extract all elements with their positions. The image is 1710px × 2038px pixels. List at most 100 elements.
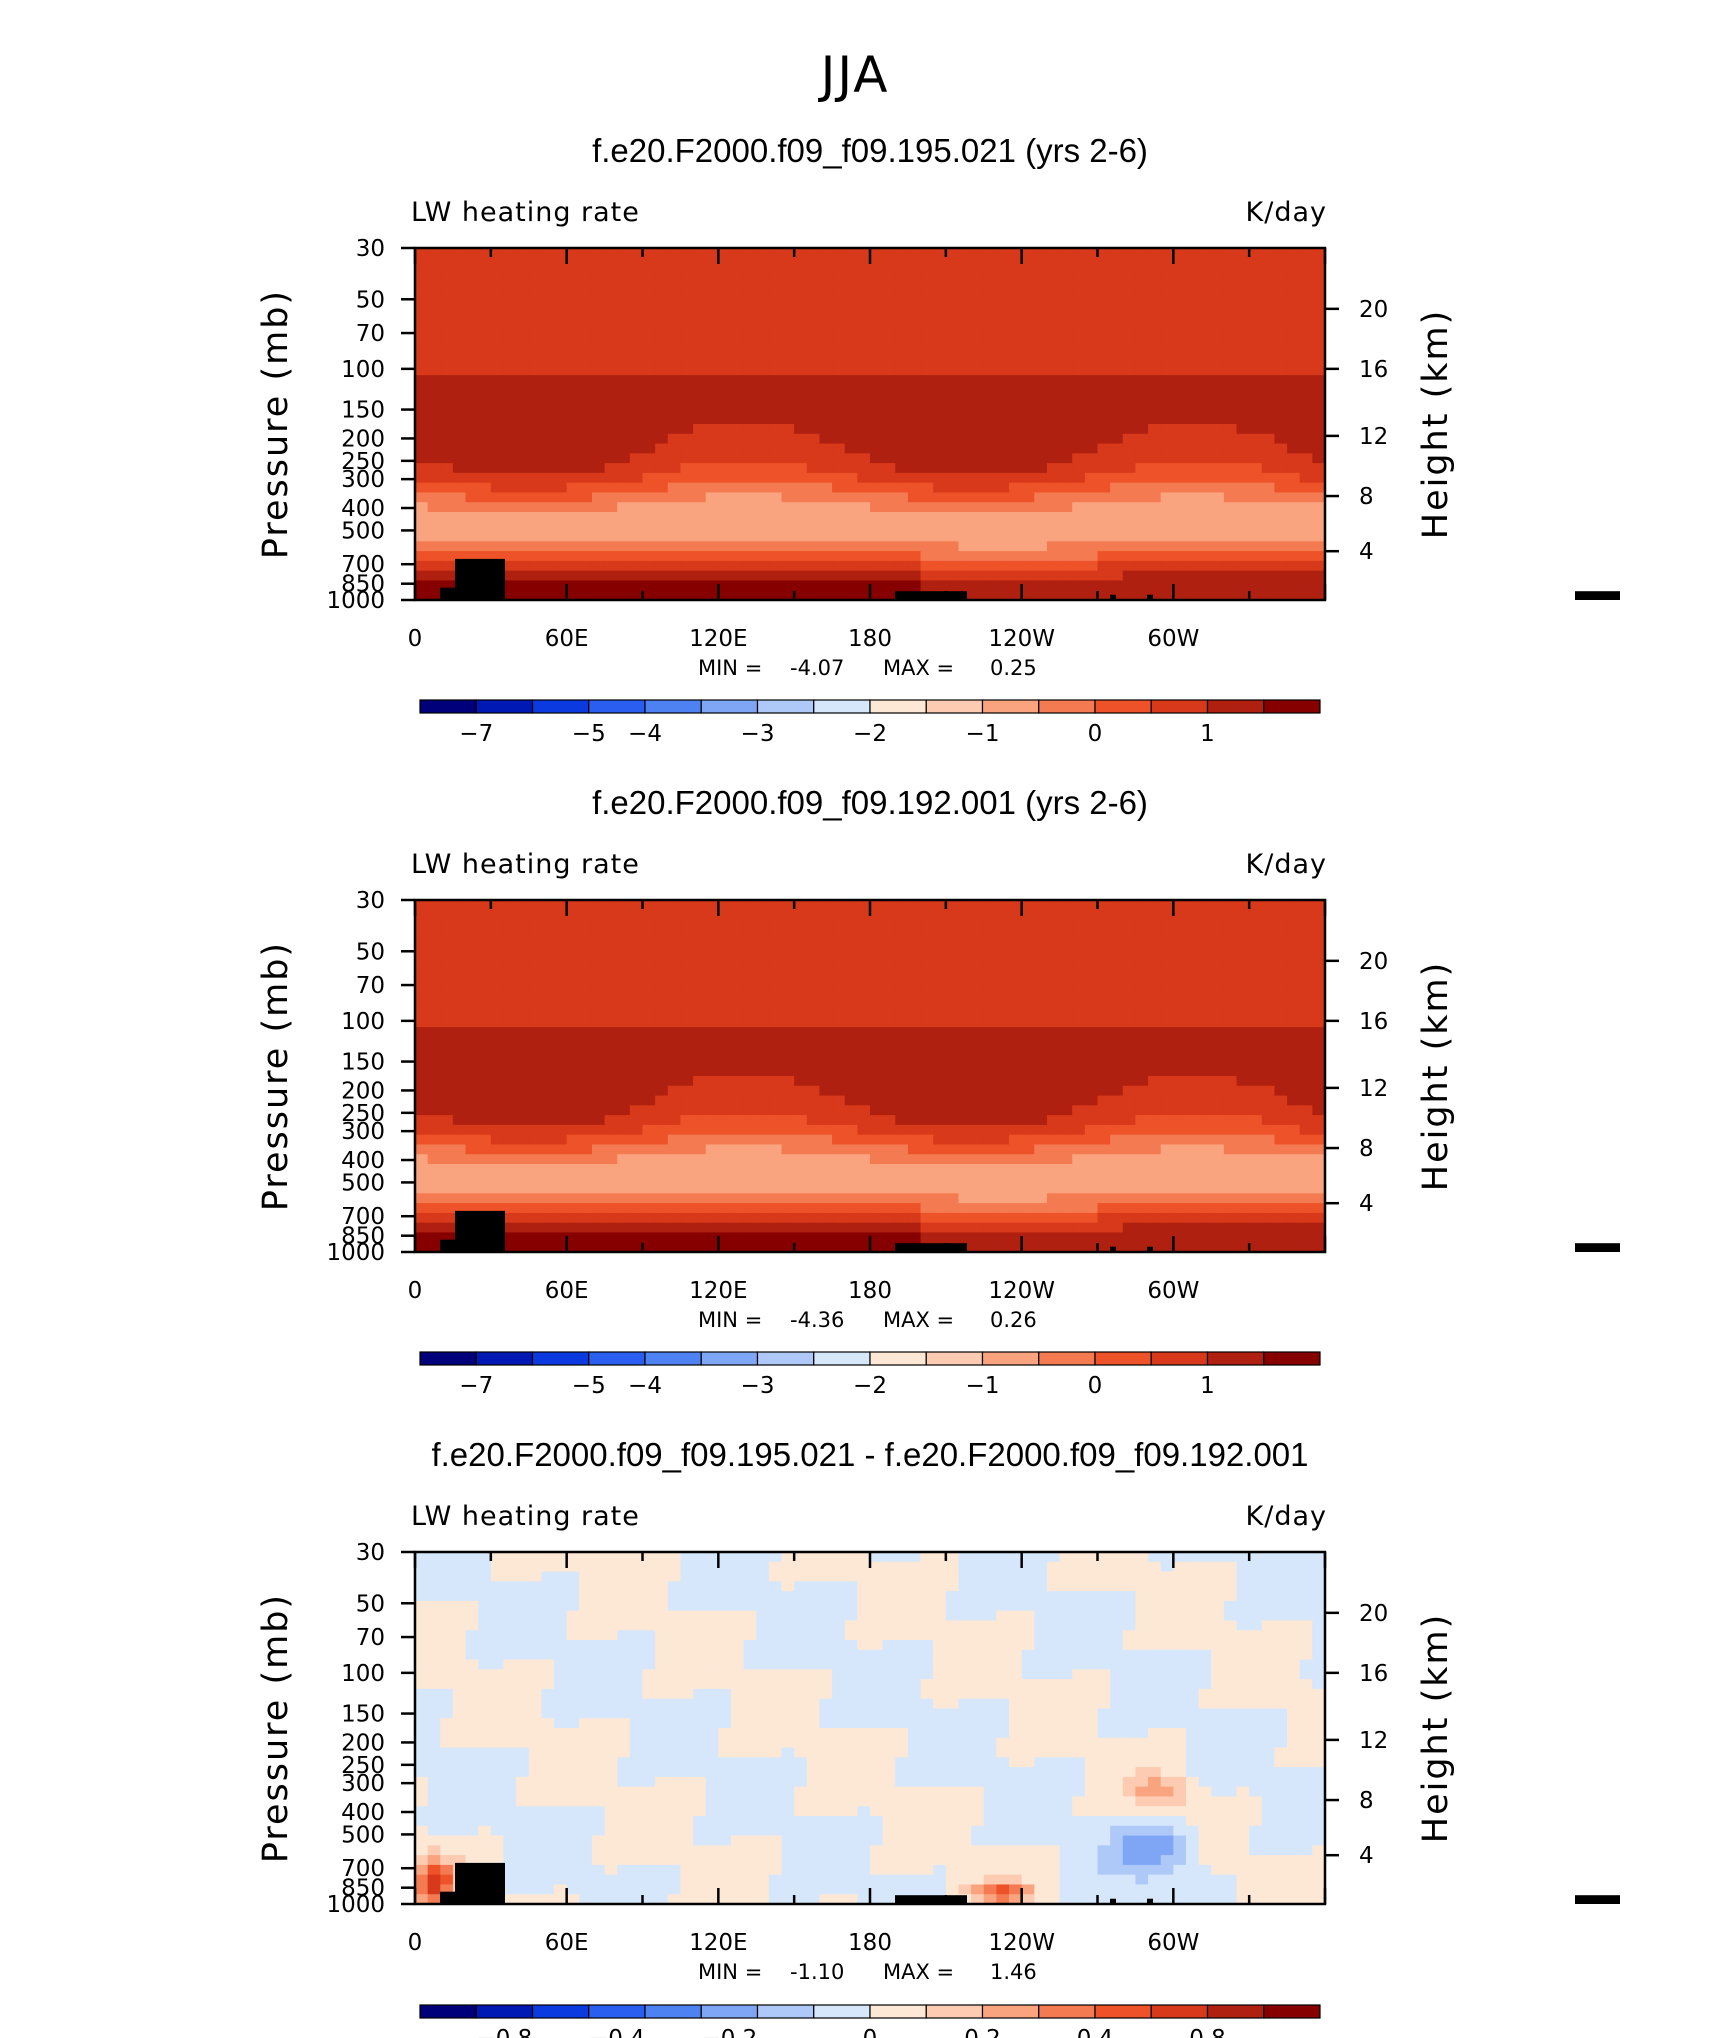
field-cell bbox=[806, 287, 821, 298]
field-cell bbox=[1173, 1085, 1187, 1097]
field-cell bbox=[1122, 948, 1137, 960]
field-cell bbox=[857, 424, 871, 435]
field-cell bbox=[1312, 257, 1326, 269]
field-cell bbox=[832, 1076, 846, 1087]
field-cell bbox=[579, 248, 593, 259]
field-cell bbox=[503, 1144, 517, 1155]
field-cell bbox=[642, 531, 656, 542]
field-cell bbox=[427, 1193, 441, 1204]
field-cell bbox=[629, 512, 644, 523]
field-cell bbox=[983, 948, 997, 960]
field-cell bbox=[1009, 463, 1023, 474]
field-cell bbox=[440, 1027, 454, 1038]
field-cell bbox=[1110, 521, 1124, 533]
field-cell bbox=[503, 472, 517, 484]
field-cell bbox=[440, 521, 454, 533]
field-cell bbox=[1059, 919, 1073, 930]
field-cell bbox=[1021, 900, 1035, 911]
field-cell bbox=[642, 248, 656, 259]
field-cell bbox=[1160, 978, 1174, 989]
field-cell bbox=[806, 590, 821, 601]
field-cell bbox=[933, 1193, 947, 1204]
field-cell bbox=[1084, 1027, 1099, 1038]
field-cell bbox=[1236, 958, 1250, 970]
field-cell bbox=[1148, 1046, 1162, 1058]
field-cell bbox=[1274, 939, 1288, 950]
field-cell bbox=[440, 1203, 454, 1214]
field-cell bbox=[604, 1124, 618, 1136]
field-cell bbox=[452, 336, 467, 347]
field-cell bbox=[642, 1173, 656, 1185]
field-cell bbox=[440, 997, 454, 1009]
field-cell bbox=[1223, 551, 1238, 562]
field-cell bbox=[730, 502, 745, 513]
field-cell bbox=[1084, 453, 1099, 464]
field-cell bbox=[629, 1154, 644, 1165]
field-cell bbox=[1249, 414, 1263, 425]
field-cell bbox=[794, 1154, 808, 1165]
field-cell bbox=[1160, 570, 1174, 582]
field-cell bbox=[794, 1056, 808, 1067]
field-cell bbox=[945, 1134, 960, 1146]
colorbar-label: −5 bbox=[572, 721, 606, 747]
field-cell bbox=[440, 1193, 454, 1204]
field-cell bbox=[996, 375, 1010, 386]
field-cell bbox=[870, 336, 884, 347]
field-cell bbox=[1148, 443, 1162, 454]
field-cell bbox=[1236, 1036, 1250, 1048]
field-cell bbox=[642, 1027, 656, 1038]
field-cell bbox=[465, 424, 479, 435]
field-cell bbox=[1299, 1115, 1313, 1126]
field-cell bbox=[907, 1193, 922, 1204]
field-cell bbox=[566, 560, 580, 572]
field-cell bbox=[1135, 267, 1149, 278]
field-cell bbox=[832, 978, 846, 989]
field-cell bbox=[1299, 541, 1313, 552]
field-cell bbox=[718, 590, 732, 601]
field-cell bbox=[1009, 1056, 1023, 1067]
field-cell bbox=[945, 1056, 960, 1067]
field-cell bbox=[579, 512, 593, 523]
field-cell bbox=[870, 939, 884, 950]
field-cell bbox=[591, 919, 606, 930]
field-cell bbox=[857, 1203, 871, 1214]
field-cell bbox=[794, 988, 808, 999]
field-cell bbox=[528, 336, 542, 347]
field-cell bbox=[1185, 472, 1200, 484]
field-cell bbox=[629, 296, 644, 308]
field-cell bbox=[983, 306, 997, 318]
field-cell bbox=[478, 277, 492, 288]
field-cell bbox=[806, 267, 821, 278]
field-cell bbox=[730, 365, 745, 376]
field-cell bbox=[781, 570, 795, 582]
field-cell bbox=[1160, 1105, 1174, 1116]
field-cell bbox=[1034, 326, 1048, 337]
field-cell bbox=[452, 355, 467, 366]
field-cell bbox=[920, 424, 934, 435]
field-cell bbox=[503, 1164, 517, 1175]
field-cell bbox=[857, 394, 871, 406]
field-cell bbox=[1287, 1183, 1301, 1194]
field-cell bbox=[1261, 531, 1276, 542]
field-cell bbox=[478, 1007, 492, 1018]
field-cell bbox=[1135, 1017, 1149, 1028]
field-cell bbox=[819, 355, 833, 366]
field-cell bbox=[1173, 909, 1187, 921]
field-cell bbox=[857, 384, 871, 396]
field-cell bbox=[1160, 512, 1174, 523]
field-cell bbox=[452, 1027, 467, 1038]
field-cell bbox=[907, 414, 922, 425]
field-cell bbox=[819, 463, 833, 474]
field-cell bbox=[554, 365, 568, 376]
field-cell bbox=[591, 1095, 606, 1106]
field-cell bbox=[604, 1164, 618, 1175]
field-cell bbox=[743, 424, 757, 435]
field-cell bbox=[629, 1164, 644, 1175]
field-cell bbox=[427, 580, 441, 591]
field-cell bbox=[844, 404, 858, 415]
field-cell bbox=[1110, 978, 1124, 989]
field-cell bbox=[1299, 472, 1313, 484]
field-cell bbox=[1312, 414, 1326, 425]
field-cell bbox=[591, 541, 606, 552]
field-cell bbox=[591, 345, 606, 357]
